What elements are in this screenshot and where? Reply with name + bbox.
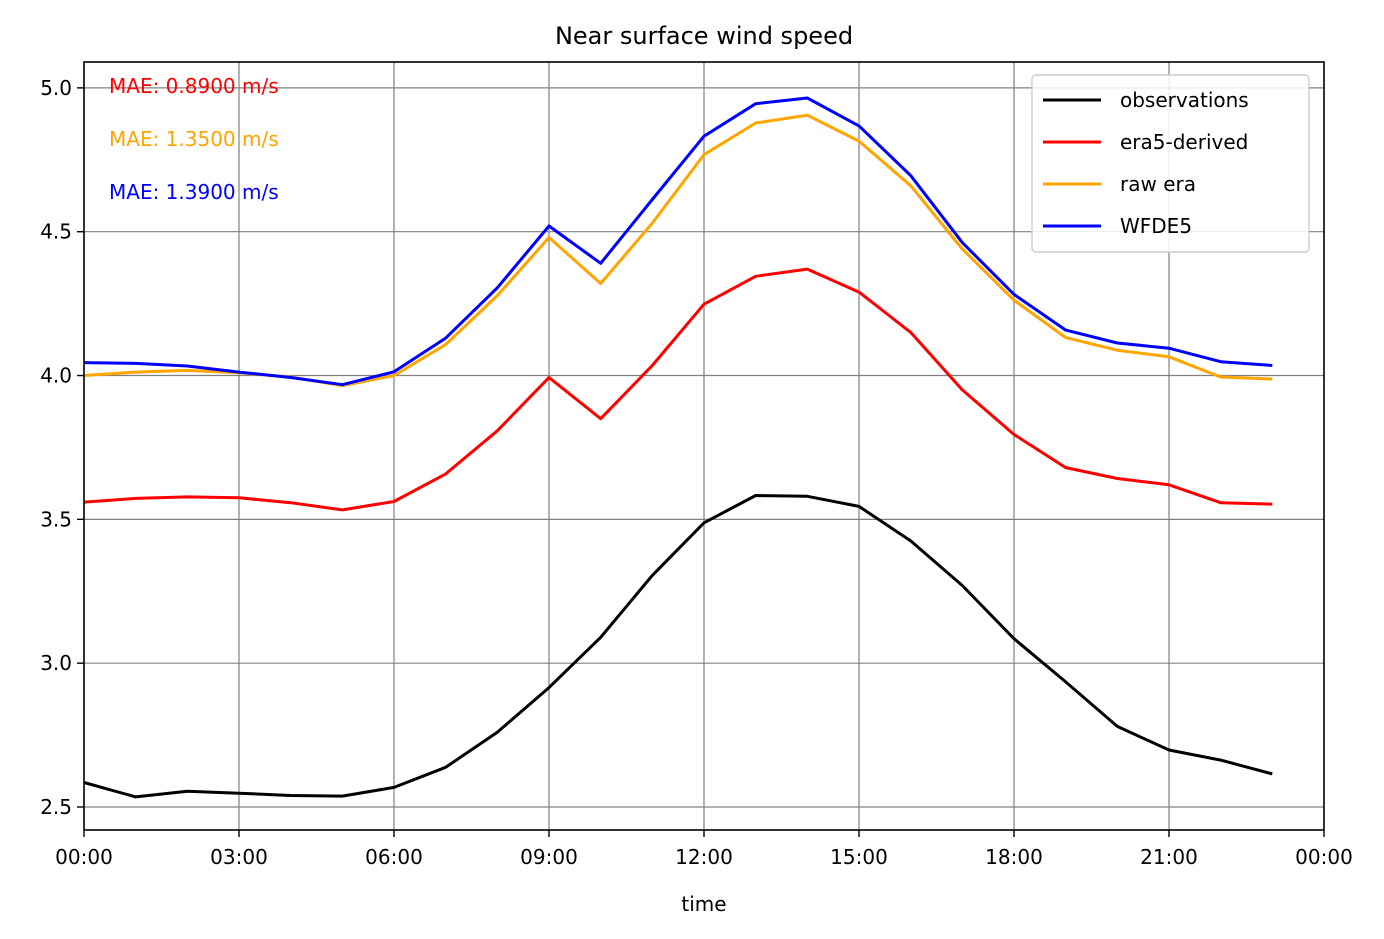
- y-tick-label: 3.0: [40, 651, 72, 675]
- series-line-wfde5: [83, 96, 1273, 387]
- legend-label: era5-derived: [1120, 130, 1248, 154]
- x-tick-label: 21:00: [1140, 845, 1198, 869]
- x-tick-label: 06:00: [365, 845, 423, 869]
- x-tick-label: 12:00: [675, 845, 733, 869]
- x-tick-label: 03:00: [210, 845, 268, 869]
- series-lines: [83, 96, 1273, 799]
- legend-label: raw era: [1120, 172, 1196, 196]
- chart-title: Near surface wind speed: [555, 22, 853, 50]
- legend: observations era5-derived raw era WFDE5: [1031, 74, 1310, 253]
- y-tick-label: 3.5: [40, 507, 72, 531]
- y-tick-label: 4.0: [40, 364, 72, 388]
- axis-ticks: 00:00 03:00 06:00 09:00 12:00 15:00 18:00 21:00…: [40, 76, 1353, 869]
- x-tick-label: 00:00: [1295, 845, 1353, 869]
- mae-annotation: MAE: 1.3500 m/s: [109, 127, 279, 151]
- mae-annotation: MAE: 1.3900 m/s: [109, 180, 279, 204]
- x-tick-label: 15:00: [830, 845, 888, 869]
- y-tick-label: 5.0: [40, 76, 72, 100]
- legend-box: [1031, 74, 1310, 253]
- x-tick-label: 09:00: [520, 845, 578, 869]
- x-tick-label: 00:00: [55, 845, 113, 869]
- legend-label: observations: [1120, 88, 1249, 112]
- series-line-era5-derived: [83, 267, 1273, 512]
- legend-label: WFDE5: [1120, 214, 1192, 238]
- x-tick-label: 18:00: [985, 845, 1043, 869]
- mae-annotations: MAE: 0.8900 m/s MAE: 1.3500 m/s MAE: 1.390…: [109, 74, 279, 204]
- series-line-observations: [83, 494, 1273, 799]
- y-tick-label: 4.5: [40, 220, 72, 244]
- mae-annotation: MAE: 0.8900 m/s: [109, 74, 279, 98]
- y-tick-label: 2.5: [40, 795, 72, 819]
- x-axis-label: time: [681, 892, 726, 916]
